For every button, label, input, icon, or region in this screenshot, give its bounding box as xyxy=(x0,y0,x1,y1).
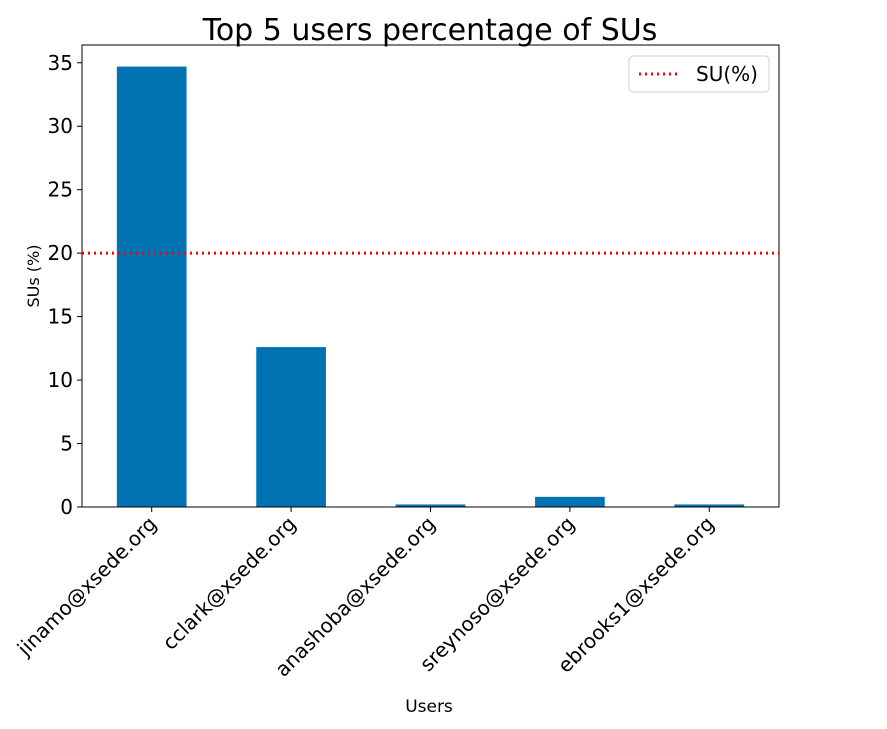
y-tick-label-4: 20 xyxy=(48,241,73,265)
y-tick-label-3: 15 xyxy=(48,305,73,329)
y-tick-label-7: 35 xyxy=(48,51,73,75)
legend: SU(%) xyxy=(628,55,770,93)
bar-2 xyxy=(395,504,466,507)
y-axis-label: SUs (%) xyxy=(24,245,43,308)
x-tick-label-2: anashoba@xsede.org xyxy=(270,512,440,682)
y-tick-label-1: 5 xyxy=(60,432,73,456)
x-axis: jinamo@xsede.orgcclark@xsede.organashoba… xyxy=(12,507,719,681)
bar-4 xyxy=(674,504,745,507)
y-tick-label-0: 0 xyxy=(60,495,73,519)
x-axis-label: Users xyxy=(405,697,453,717)
plot-frame xyxy=(81,44,780,508)
y-tick-label-2: 10 xyxy=(48,368,73,392)
bar-0 xyxy=(116,66,187,508)
y-axis: 0 5 10 15 20 25 30 35 xyxy=(48,51,82,519)
bars-layer xyxy=(116,66,745,508)
bar-1 xyxy=(256,347,326,507)
bar-3 xyxy=(535,496,605,507)
x-tick-label-3: sreynoso@xsede.org xyxy=(415,512,580,677)
chart-title: Top 5 users percentage of SUs xyxy=(202,13,658,48)
legend-label: SU(%) xyxy=(696,62,758,86)
legend-box xyxy=(628,55,770,93)
x-tick-label-1: cclark@xsede.org xyxy=(158,512,301,655)
y-tick-label-5: 25 xyxy=(48,178,73,202)
y-tick-label-6: 30 xyxy=(48,114,73,138)
x-tick-label-4: ebrooks1@xsede.org xyxy=(553,512,719,678)
x-tick-label-0: jinamo@xsede.org xyxy=(12,512,162,662)
